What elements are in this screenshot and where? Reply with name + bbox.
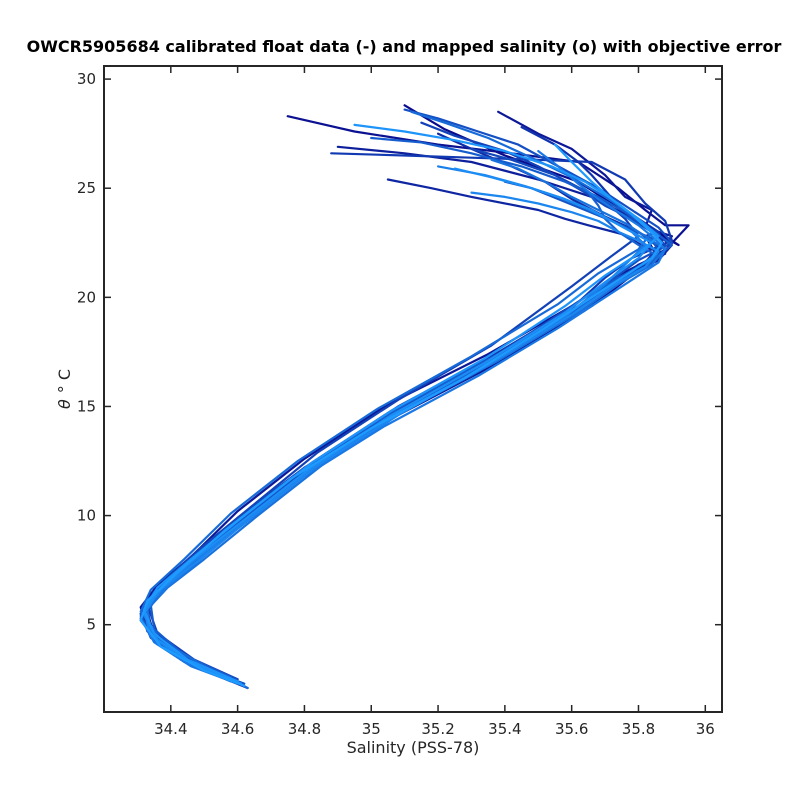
x-tick-label: 34.4	[154, 720, 187, 738]
x-tick-label: 34.8	[288, 720, 321, 738]
chart-title: OWCR5905684 calibrated float data (-) an…	[27, 37, 782, 56]
y-tick-label: 25	[77, 179, 96, 197]
y-tick-label: 15	[77, 397, 96, 415]
y-tick-label: 20	[77, 288, 96, 306]
y-tick-label: 30	[77, 70, 96, 88]
x-tick-label: 35.2	[421, 720, 454, 738]
profile-line-16	[146, 158, 667, 679]
series-layer	[139, 104, 690, 690]
ticks-layer: 34.4 34.6 34.8 35 35.2 35.4 35.6 35.8 36 5 10 15 20 2…	[77, 66, 722, 738]
x-tick-label: 35	[362, 720, 381, 738]
x-tick-label: 35.6	[555, 720, 588, 738]
y-tick-label: 10	[77, 507, 96, 525]
y-axis-label: θ ° C	[55, 369, 74, 409]
x-axis-label: Salinity (PSS-78)	[347, 738, 480, 757]
plot-frame	[103, 65, 723, 713]
y-axis-label-unit: ° C	[55, 369, 74, 393]
x-tick-label: 34.6	[221, 720, 254, 738]
profile-line-20	[143, 167, 653, 685]
x-tick-label: 35.4	[488, 720, 521, 738]
x-tick-label: 35.8	[622, 720, 655, 738]
y-tick-label: 5	[86, 616, 96, 634]
x-tick-label: 36	[696, 720, 715, 738]
profile-line-22	[139, 143, 664, 687]
y-axis-label-symbol: θ	[55, 399, 74, 409]
